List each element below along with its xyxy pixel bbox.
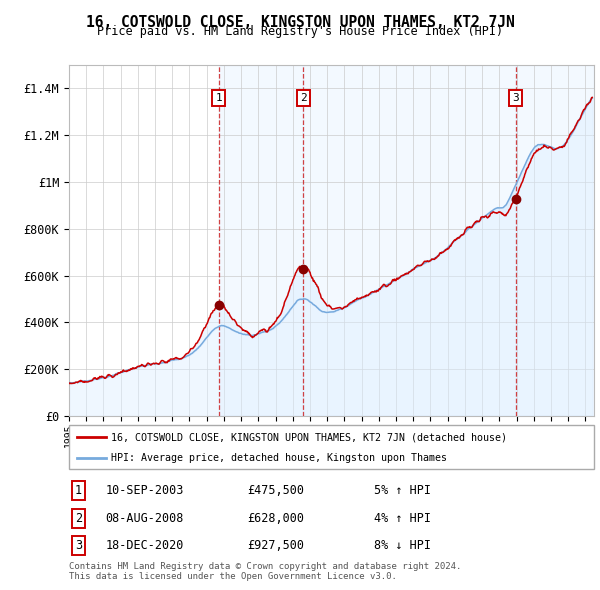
Text: 08-AUG-2008: 08-AUG-2008 <box>106 512 184 525</box>
FancyBboxPatch shape <box>69 425 594 469</box>
Bar <box>516 65 594 416</box>
Text: 10-SEP-2003: 10-SEP-2003 <box>106 484 184 497</box>
Text: £927,500: £927,500 <box>248 539 305 552</box>
Text: 3: 3 <box>75 539 82 552</box>
Text: 18-DEC-2020: 18-DEC-2020 <box>106 539 184 552</box>
Text: £475,500: £475,500 <box>248 484 305 497</box>
Text: 8% ↓ HPI: 8% ↓ HPI <box>373 539 431 552</box>
Text: 1: 1 <box>75 484 82 497</box>
Bar <box>303 65 516 416</box>
Text: 1: 1 <box>215 93 222 103</box>
Text: 3: 3 <box>512 93 519 103</box>
Text: Price paid vs. HM Land Registry's House Price Index (HPI): Price paid vs. HM Land Registry's House … <box>97 25 503 38</box>
Text: HPI: Average price, detached house, Kingston upon Thames: HPI: Average price, detached house, King… <box>111 453 447 463</box>
Text: 4% ↑ HPI: 4% ↑ HPI <box>373 512 431 525</box>
Text: 2: 2 <box>75 512 82 525</box>
Text: 2: 2 <box>300 93 307 103</box>
Text: 16, COTSWOLD CLOSE, KINGSTON UPON THAMES, KT2 7JN (detached house): 16, COTSWOLD CLOSE, KINGSTON UPON THAMES… <box>111 432 507 442</box>
Text: 16, COTSWOLD CLOSE, KINGSTON UPON THAMES, KT2 7JN: 16, COTSWOLD CLOSE, KINGSTON UPON THAMES… <box>86 15 514 30</box>
Text: 5% ↑ HPI: 5% ↑ HPI <box>373 484 431 497</box>
Text: Contains HM Land Registry data © Crown copyright and database right 2024.
This d: Contains HM Land Registry data © Crown c… <box>69 562 461 581</box>
Text: £628,000: £628,000 <box>248 512 305 525</box>
Bar <box>218 65 303 416</box>
